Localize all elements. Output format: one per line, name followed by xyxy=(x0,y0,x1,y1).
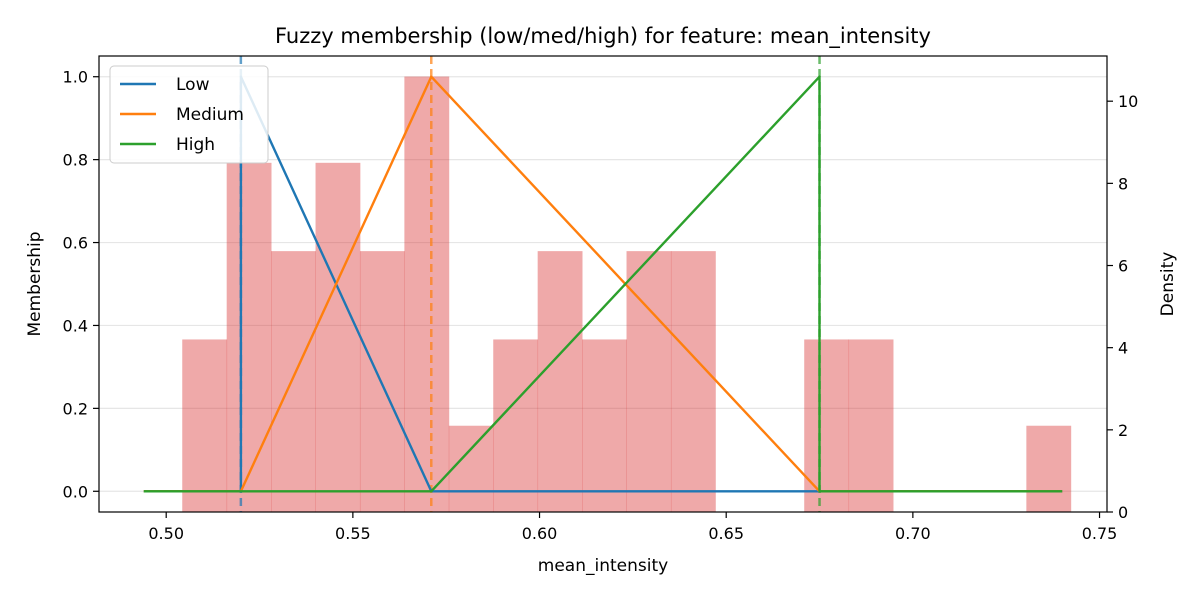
y-axis-title: Membership xyxy=(25,231,45,336)
y2-tick-label: 2 xyxy=(1118,421,1128,440)
histogram-bar xyxy=(1026,425,1072,512)
histogram-bar xyxy=(626,251,672,512)
y2-tick-label: 6 xyxy=(1118,257,1128,276)
chart-title: Fuzzy membership (low/med/high) for feat… xyxy=(275,24,931,49)
y-tick-label: 1.0 xyxy=(63,68,88,87)
histogram-bar xyxy=(493,339,539,512)
x-tick-label: 0.65 xyxy=(708,524,744,543)
y-tick-label: 0.2 xyxy=(63,399,88,418)
y2-axis-title: Density xyxy=(1158,252,1178,317)
series-line-high xyxy=(143,75,1063,493)
y2-axis-ticks: 0 2 4 6 8 10 xyxy=(1107,92,1138,522)
histogram-bar xyxy=(226,162,272,513)
x-axis-title: mean_intensity xyxy=(538,556,668,576)
y-tick-label: 0.4 xyxy=(63,316,88,335)
y-axis-ticks: 0.0 0.2 0.4 0.6 0.8 1.0 xyxy=(63,68,99,501)
x-tick-label: 0.75 xyxy=(1082,524,1118,543)
histogram-bar xyxy=(848,339,894,512)
x-tick-label: 0.50 xyxy=(148,524,184,543)
plot-frame xyxy=(98,55,1108,513)
legend-label: High xyxy=(176,135,215,155)
histogram-bar xyxy=(404,76,450,513)
y2-tick-label: 8 xyxy=(1118,174,1128,193)
histogram-bar xyxy=(315,162,361,513)
histogram-bar xyxy=(271,251,316,512)
y2-tick-label: 0 xyxy=(1118,503,1128,522)
legend: Low Medium High xyxy=(109,65,269,164)
density-histogram xyxy=(182,76,1072,513)
y-tick-label: 0.6 xyxy=(63,234,88,253)
x-tick-label: 0.55 xyxy=(335,524,371,543)
legend-label: Medium xyxy=(176,105,244,125)
y2-tick-label: 4 xyxy=(1118,339,1128,358)
legend-box xyxy=(109,65,269,164)
histogram-bar xyxy=(537,251,583,512)
x-axis-ticks: 0.50 0.55 0.60 0.65 0.70 0.75 xyxy=(148,512,1117,543)
histogram-bar xyxy=(582,339,627,512)
y-tick-label: 0.0 xyxy=(63,482,88,501)
histogram-bar xyxy=(804,339,850,512)
histogram-bar xyxy=(670,251,716,512)
histogram-bar xyxy=(182,339,228,512)
histogram-bar xyxy=(448,425,494,512)
x-tick-label: 0.60 xyxy=(522,524,558,543)
legend-label: Low xyxy=(176,75,210,95)
x-tick-label: 0.70 xyxy=(895,524,931,543)
y2-tick-label: 10 xyxy=(1118,92,1138,111)
histogram-bar xyxy=(359,251,405,512)
y-tick-label: 0.8 xyxy=(63,151,88,170)
